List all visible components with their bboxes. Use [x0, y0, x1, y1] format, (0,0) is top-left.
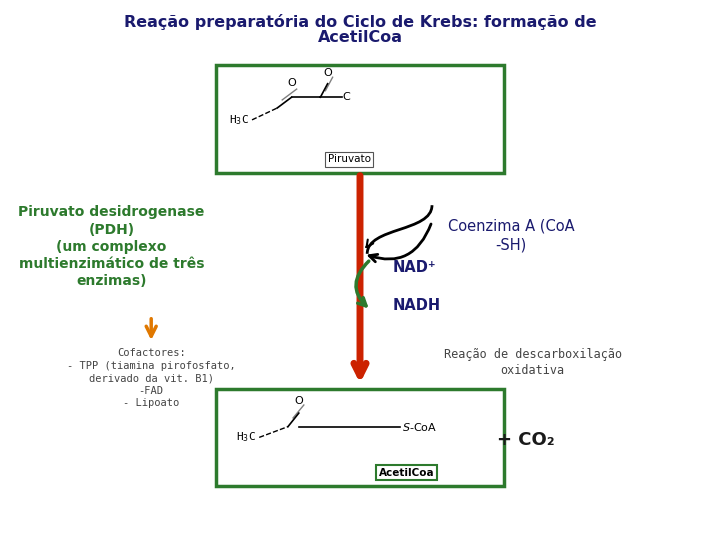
Text: Piruvato: Piruvato — [328, 154, 371, 164]
Text: Reação de descarboxilação
oxidativa: Reação de descarboxilação oxidativa — [444, 348, 622, 377]
Text: AcetilCoa: AcetilCoa — [318, 30, 402, 45]
Text: Reação preparatória do Ciclo de Krebs: formação de: Reação preparatória do Ciclo de Krebs: f… — [124, 14, 596, 30]
Text: H$_3$C: H$_3$C — [235, 430, 256, 444]
Text: Cofactores:
- TPP (tiamina pirofosfato,
derivado da vit. B1)
-FAD
- Lipoato: Cofactores: - TPP (tiamina pirofosfato, … — [67, 348, 235, 408]
Text: O: O — [323, 68, 332, 78]
Text: Coenzima A (CoA
-SH): Coenzima A (CoA -SH) — [448, 219, 575, 252]
Text: C: C — [342, 92, 350, 102]
Text: H$_3$C: H$_3$C — [228, 113, 248, 127]
Text: Piruvato desidrogenase
(PDH)
(um complexo
multienzimático de três
enzimas): Piruvato desidrogenase (PDH) (um complex… — [19, 205, 204, 288]
Text: O: O — [294, 396, 303, 406]
Text: O: O — [287, 78, 296, 88]
Text: NAD⁺: NAD⁺ — [392, 260, 436, 275]
Text: $S$-CoA: $S$-CoA — [402, 421, 437, 433]
Text: + CO₂: + CO₂ — [497, 431, 554, 449]
FancyBboxPatch shape — [216, 65, 504, 173]
FancyBboxPatch shape — [216, 389, 504, 486]
FancyArrowPatch shape — [369, 224, 431, 262]
FancyArrowPatch shape — [356, 261, 369, 306]
Text: NADH: NADH — [392, 298, 441, 313]
Text: AcetilCoa: AcetilCoa — [379, 468, 435, 477]
